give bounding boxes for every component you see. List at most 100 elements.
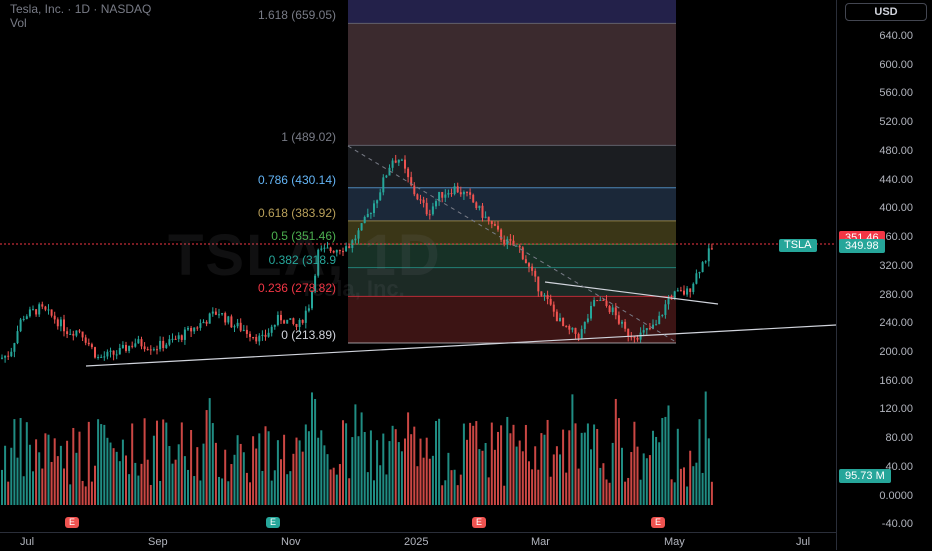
volume-bar xyxy=(444,480,447,505)
candle-body xyxy=(230,316,233,328)
candle-body xyxy=(87,342,90,345)
candle-body xyxy=(710,248,713,250)
candle-body xyxy=(202,321,205,324)
earnings-marker[interactable]: E xyxy=(651,517,665,528)
candle-body xyxy=(580,329,583,339)
candle-body xyxy=(44,306,47,310)
candle-body xyxy=(568,325,571,330)
candle-body xyxy=(624,321,627,329)
volume-bar xyxy=(559,454,561,505)
currency-button[interactable]: USD xyxy=(845,3,927,21)
candle-body xyxy=(56,319,59,327)
volume-legend[interactable]: Vol xyxy=(10,16,27,30)
volume-bar xyxy=(500,425,503,505)
volume-bar xyxy=(590,449,592,505)
volume-bar xyxy=(345,423,348,505)
candle-body xyxy=(273,324,276,327)
volume-bar xyxy=(249,482,251,505)
candle-body xyxy=(577,333,580,339)
volume-bar xyxy=(202,443,205,505)
candle-body xyxy=(276,314,279,325)
candle-body xyxy=(593,300,596,306)
candle-body xyxy=(385,175,388,178)
candle-body xyxy=(66,331,69,335)
volume-bar xyxy=(245,472,248,505)
candle-body xyxy=(400,159,403,161)
candle-body xyxy=(630,336,633,338)
candle-body xyxy=(125,344,127,351)
volume-bar xyxy=(692,466,695,505)
volume-bar xyxy=(528,461,530,505)
fib-zone xyxy=(348,0,676,24)
candle-body xyxy=(233,326,236,328)
candle-body xyxy=(571,327,574,330)
volume-bar xyxy=(59,445,62,505)
volume-bar xyxy=(255,448,258,505)
volume-bar xyxy=(596,429,599,505)
earnings-marker[interactable]: E xyxy=(266,517,280,528)
volume-bar xyxy=(180,422,183,505)
volume-bar xyxy=(490,422,493,505)
candle-body xyxy=(326,247,329,249)
time-tick-label: Mar xyxy=(531,536,550,548)
volume-bar xyxy=(481,450,484,505)
candle-body xyxy=(1,357,3,359)
price-tick-label: 160.00 xyxy=(879,374,913,387)
symbol-watermark: TSLA, 1D xyxy=(168,223,442,288)
candle-body xyxy=(146,349,149,351)
volume-bar xyxy=(475,421,478,505)
candle-body xyxy=(534,270,537,277)
volume-bar xyxy=(87,421,90,505)
candle-body xyxy=(360,223,363,231)
chart-pane[interactable]: TSLA, 1D Tesla, Inc. Tesla, Inc. · 1D · … xyxy=(0,0,836,532)
time-scale[interactable]: Jul Sep Nov 2025 Mar May Jul xyxy=(0,532,836,551)
volume-bar xyxy=(710,481,713,505)
fib-zone xyxy=(348,23,676,146)
symbol-legend[interactable]: Tesla, Inc. · 1D · NASDAQ xyxy=(10,2,152,16)
earnings-marker[interactable]: E xyxy=(472,517,486,528)
volume-bar xyxy=(549,476,552,505)
candle-body xyxy=(648,328,651,330)
candle-body xyxy=(394,160,397,163)
volume-bar xyxy=(100,424,103,505)
volume-bar xyxy=(273,470,276,505)
volume-bar xyxy=(385,474,388,505)
candle-body xyxy=(332,251,335,253)
volume-bar xyxy=(205,410,208,505)
candle-body xyxy=(252,336,255,338)
candle-body xyxy=(292,318,295,324)
price-chart-canvas[interactable] xyxy=(0,0,836,532)
candle-body xyxy=(171,338,174,340)
price-tick-label: 360.00 xyxy=(879,231,913,244)
volume-bar xyxy=(391,425,394,505)
time-tick-label: May xyxy=(664,536,685,548)
candle-body xyxy=(466,191,468,193)
volume-bar xyxy=(676,428,679,505)
volume-bar xyxy=(168,446,171,505)
candle-body xyxy=(239,322,242,331)
candle-body xyxy=(193,327,196,332)
volume-bar xyxy=(658,442,661,505)
support-trendline xyxy=(85,324,836,367)
candle-body xyxy=(431,206,434,215)
volume-bar xyxy=(261,470,264,505)
volume-bar xyxy=(441,485,444,505)
volume-bar xyxy=(568,430,571,505)
candle-body xyxy=(462,191,465,195)
volume-bar xyxy=(289,471,292,505)
volume-bar xyxy=(664,416,667,505)
volume-bar xyxy=(90,481,93,505)
candle-body xyxy=(528,263,530,267)
volume-bar xyxy=(617,418,620,505)
candle-body xyxy=(72,333,75,336)
fib-level-label: 0.618 (383.92) xyxy=(257,205,336,220)
candle-body xyxy=(143,346,146,350)
candle-body xyxy=(28,309,31,317)
price-scale[interactable]: USD 640.00 600.00 560.00 520.00 480.00 440.00… xyxy=(836,0,932,550)
earnings-marker[interactable]: E xyxy=(65,517,79,528)
volume-bar xyxy=(645,458,648,505)
volume-bar xyxy=(187,469,189,505)
volume-bar xyxy=(63,468,65,505)
volume-bar xyxy=(642,453,645,505)
price-tick-label: 440.00 xyxy=(879,173,913,186)
